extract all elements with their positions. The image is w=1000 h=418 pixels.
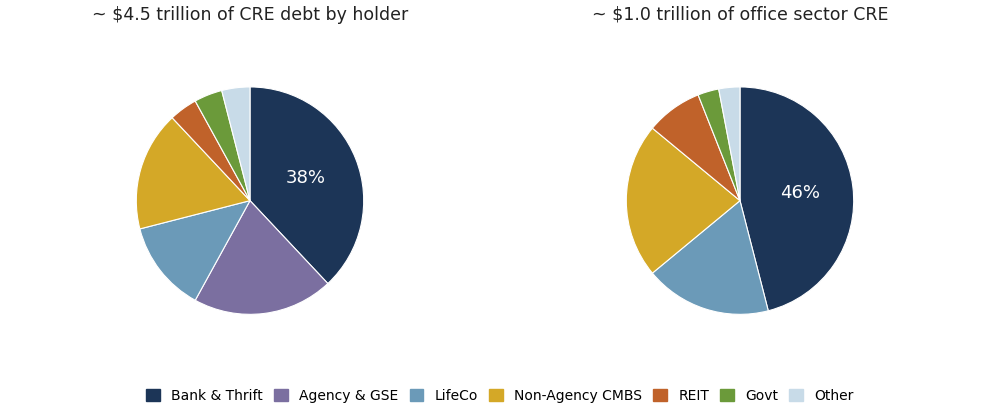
Wedge shape xyxy=(136,118,250,229)
Wedge shape xyxy=(195,201,328,314)
Wedge shape xyxy=(698,89,740,201)
Wedge shape xyxy=(719,87,740,201)
Wedge shape xyxy=(222,87,250,201)
Legend: Bank & Thrift, Agency & GSE, LifeCo, Non-Agency CMBS, REIT, Govt, Other: Bank & Thrift, Agency & GSE, LifeCo, Non… xyxy=(142,385,858,407)
Wedge shape xyxy=(172,101,250,201)
Wedge shape xyxy=(195,91,250,201)
Title: ~ $1.0 trillion of office sector CRE: ~ $1.0 trillion of office sector CRE xyxy=(592,5,888,23)
Text: 38%: 38% xyxy=(286,169,326,188)
Wedge shape xyxy=(140,201,250,300)
Wedge shape xyxy=(740,87,854,311)
Title: ~ $4.5 trillion of CRE debt by holder: ~ $4.5 trillion of CRE debt by holder xyxy=(92,5,408,23)
Wedge shape xyxy=(652,201,768,314)
Wedge shape xyxy=(652,95,740,201)
Text: 46%: 46% xyxy=(780,184,820,202)
Wedge shape xyxy=(626,128,740,273)
Wedge shape xyxy=(250,87,364,283)
